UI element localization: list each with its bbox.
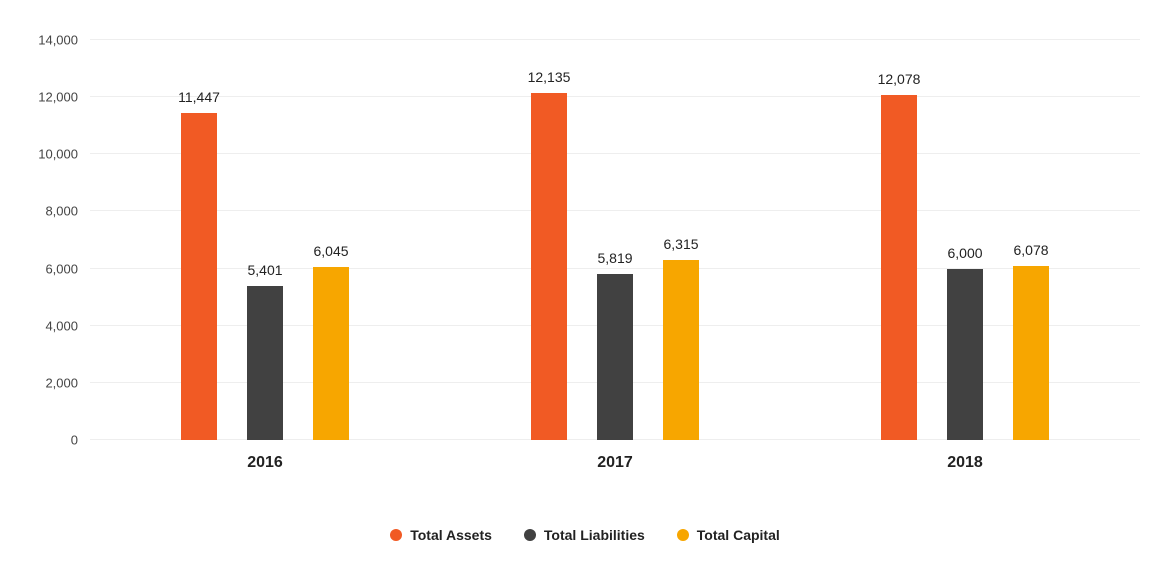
y-tick-label: 10,000 bbox=[38, 147, 90, 162]
bar-value-label: 6,045 bbox=[313, 243, 348, 267]
bar: 12,078 bbox=[881, 95, 917, 440]
bar: 5,401 bbox=[247, 286, 283, 440]
bar-value-label: 12,135 bbox=[528, 69, 571, 93]
legend-item: Total Liabilities bbox=[524, 527, 645, 543]
legend: Total Assets Total Liabilities Total Capit… bbox=[0, 527, 1170, 543]
legend-label: Total Capital bbox=[697, 527, 780, 543]
legend-swatch bbox=[677, 529, 689, 541]
bar-value-label: 12,078 bbox=[878, 71, 921, 95]
bar-group: 12,0786,0006,0782018 bbox=[790, 40, 1140, 440]
legend-item: Total Assets bbox=[390, 527, 492, 543]
legend-swatch bbox=[390, 529, 402, 541]
bar: 5,819 bbox=[597, 274, 633, 440]
bar: 6,078 bbox=[1013, 266, 1049, 440]
y-tick-label: 12,000 bbox=[38, 90, 90, 105]
x-tick-label: 2016 bbox=[247, 440, 283, 472]
bar-group: 12,1355,8196,3152017 bbox=[440, 40, 790, 440]
bar-value-label: 11,447 bbox=[178, 89, 220, 113]
y-tick-label: 14,000 bbox=[38, 33, 90, 48]
legend-label: Total Liabilities bbox=[544, 527, 645, 543]
bar: 6,315 bbox=[663, 260, 699, 440]
y-tick-label: 4,000 bbox=[45, 318, 90, 333]
bar: 6,000 bbox=[947, 269, 983, 440]
bar-value-label: 5,819 bbox=[597, 250, 632, 274]
y-tick-label: 8,000 bbox=[45, 204, 90, 219]
x-tick-label: 2017 bbox=[597, 440, 633, 472]
y-tick-label: 6,000 bbox=[45, 261, 90, 276]
bar-value-label: 6,315 bbox=[663, 236, 698, 260]
bar-value-label: 6,000 bbox=[947, 245, 982, 269]
plot-area: 02,0004,0006,0008,00010,00012,00014,0001… bbox=[90, 40, 1140, 440]
y-tick-label: 2,000 bbox=[45, 375, 90, 390]
bar-value-label: 5,401 bbox=[247, 262, 282, 286]
bar: 6,045 bbox=[313, 267, 349, 440]
bar-group: 11,4475,4016,0452016 bbox=[90, 40, 440, 440]
y-tick-label: 0 bbox=[71, 433, 90, 448]
grouped-bar-chart: 0 2,000 4,000 6,000 8,000 10,000 12,000 14,000 1… bbox=[0, 0, 1170, 571]
legend-swatch bbox=[524, 529, 536, 541]
legend-label: Total Assets bbox=[410, 527, 492, 543]
legend-item: Total Capital bbox=[677, 527, 780, 543]
bar: 11,447 bbox=[181, 113, 217, 440]
x-tick-label: 2018 bbox=[947, 440, 983, 472]
bar-value-label: 6,078 bbox=[1013, 242, 1048, 266]
bar: 12,135 bbox=[531, 93, 567, 440]
